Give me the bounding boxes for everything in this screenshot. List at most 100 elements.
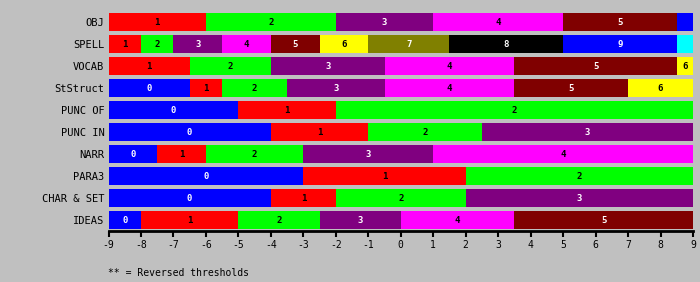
Bar [433, 13, 563, 31]
Bar [239, 101, 336, 119]
Bar [108, 101, 239, 119]
Text: 9: 9 [617, 40, 622, 49]
Text: 1: 1 [317, 128, 322, 137]
Bar [514, 211, 693, 229]
Bar [336, 189, 466, 207]
Bar [384, 79, 514, 97]
Bar [108, 145, 158, 163]
Bar [239, 211, 320, 229]
Bar [108, 189, 271, 207]
Bar [384, 57, 514, 75]
Text: 3: 3 [577, 194, 582, 203]
Bar [449, 35, 563, 53]
Bar [514, 79, 628, 97]
Bar [336, 101, 693, 119]
Text: 3: 3 [365, 150, 371, 159]
Bar [466, 167, 693, 185]
Text: 3: 3 [358, 216, 363, 225]
Bar [108, 35, 141, 53]
Bar [320, 211, 400, 229]
Bar [368, 35, 449, 53]
Text: 4: 4 [455, 216, 461, 225]
Text: 4: 4 [244, 40, 249, 49]
Bar [466, 189, 693, 207]
Text: 2: 2 [228, 62, 233, 71]
Text: 0: 0 [187, 128, 192, 137]
Text: 0: 0 [187, 194, 192, 203]
Text: 4: 4 [561, 150, 566, 159]
Text: 3: 3 [382, 18, 387, 27]
Text: 0: 0 [130, 150, 136, 159]
Text: 1: 1 [300, 194, 306, 203]
Bar [222, 35, 271, 53]
Text: 1: 1 [187, 216, 192, 225]
Text: 2: 2 [276, 216, 281, 225]
Bar [482, 123, 693, 141]
Text: 5: 5 [617, 18, 622, 27]
Bar [108, 79, 190, 97]
Bar [287, 79, 384, 97]
Text: 3: 3 [584, 128, 590, 137]
Text: 5: 5 [601, 216, 606, 225]
Bar [206, 145, 303, 163]
Text: ** = Reversed thresholds: ** = Reversed thresholds [108, 268, 249, 278]
Text: 2: 2 [252, 84, 258, 93]
Bar [190, 57, 271, 75]
Text: 0: 0 [203, 172, 209, 181]
Bar [108, 167, 303, 185]
Text: 1: 1 [382, 172, 387, 181]
Bar [271, 35, 320, 53]
Text: 5: 5 [593, 62, 598, 71]
Text: 0: 0 [171, 106, 176, 115]
Text: 3: 3 [195, 40, 200, 49]
Text: 2: 2 [398, 194, 403, 203]
Text: 3: 3 [325, 62, 330, 71]
Text: 2: 2 [577, 172, 582, 181]
Text: 2: 2 [512, 106, 517, 115]
Text: 4: 4 [496, 18, 501, 27]
Text: 2: 2 [268, 18, 274, 27]
Bar [563, 35, 677, 53]
Text: 0: 0 [122, 216, 127, 225]
Text: 1: 1 [179, 150, 184, 159]
Text: 5: 5 [293, 40, 298, 49]
Bar [677, 57, 693, 75]
Text: 1: 1 [284, 106, 290, 115]
Bar [400, 211, 514, 229]
Text: 4: 4 [447, 84, 452, 93]
Bar [190, 79, 222, 97]
Bar [141, 211, 239, 229]
Bar [108, 211, 141, 229]
Text: 1: 1 [146, 62, 152, 71]
Bar [677, 13, 693, 31]
Bar [628, 79, 693, 97]
Bar [174, 35, 222, 53]
Bar [271, 189, 336, 207]
Text: 6: 6 [341, 40, 346, 49]
Text: 2: 2 [155, 40, 160, 49]
Text: 1: 1 [122, 40, 127, 49]
Bar [433, 145, 693, 163]
Text: 1: 1 [203, 84, 209, 93]
Bar [303, 167, 466, 185]
Bar [271, 57, 384, 75]
Bar [271, 123, 368, 141]
Text: 6: 6 [682, 62, 687, 71]
Text: 7: 7 [406, 40, 412, 49]
Bar [108, 123, 271, 141]
Bar [206, 13, 336, 31]
Bar [222, 79, 287, 97]
Bar [320, 35, 368, 53]
Bar [158, 145, 206, 163]
Text: 0: 0 [146, 84, 152, 93]
Text: 2: 2 [252, 150, 258, 159]
Text: 1: 1 [155, 18, 160, 27]
Bar [563, 13, 677, 31]
Bar [108, 57, 190, 75]
Bar [303, 145, 433, 163]
Text: 5: 5 [568, 84, 574, 93]
Bar [108, 13, 206, 31]
Bar [514, 57, 677, 75]
Bar [336, 13, 433, 31]
Text: 6: 6 [658, 84, 663, 93]
